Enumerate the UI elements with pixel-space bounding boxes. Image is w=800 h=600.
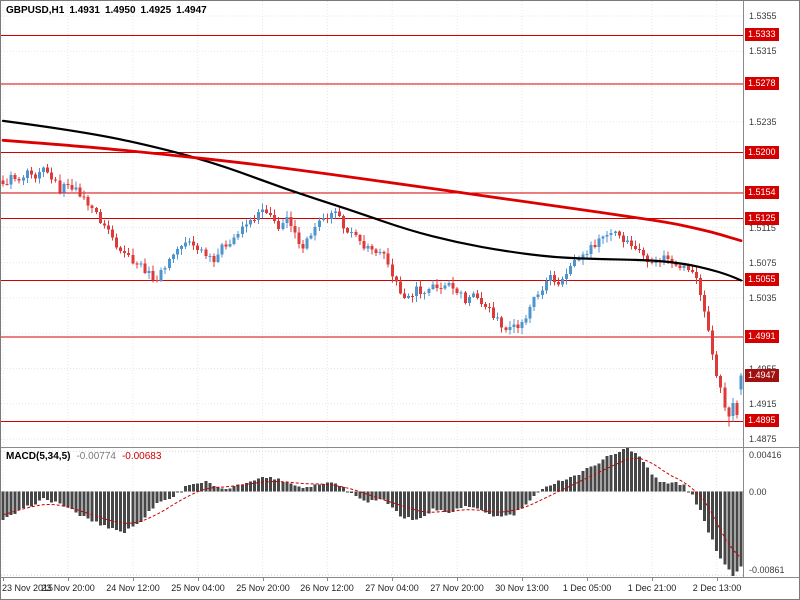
macd-axis: 0.00416 0.00 -0.00861: [744, 448, 799, 577]
axis-separator-vertical: [743, 1, 744, 578]
time-axis[interactable]: 23 Nov 2015 23 Nov 20:00 24 Nov 12:00 25 No…: [1, 578, 799, 599]
time-tick: [263, 578, 264, 581]
time-tick: [327, 578, 328, 581]
time-axis-label: 1 Dec 21:00: [627, 583, 677, 593]
price-chart-pane[interactable]: GBPUSD,H1 1.4931 1.4950 1.4925 1.4947: [1, 1, 743, 447]
price-axis-label: 1.5035: [749, 293, 777, 303]
level-price-tag: 1.5055: [745, 273, 779, 286]
current-price-tag: 1.4947: [745, 369, 779, 382]
level-price-tag: 1.4895: [745, 414, 779, 427]
time-tick: [198, 578, 199, 581]
macd-histogram: [1, 448, 743, 577]
price-axis-label: 1.5355: [749, 11, 777, 21]
time-axis-label: 27 Nov 20:00: [430, 583, 484, 593]
time-axis-label: 1 Dec 05:00: [562, 583, 612, 593]
level-price-tag: 1.5278: [745, 77, 779, 90]
price-axis-label: 1.4915: [749, 399, 777, 409]
time-tick: [68, 578, 69, 581]
ohlc-open: 1.4931: [69, 5, 100, 16]
level-price-tag: 1.5154: [745, 186, 779, 199]
price-axis-label: 1.4875: [749, 434, 777, 444]
macd-header: MACD(5,34,5) -0.00774 -0.00683: [6, 451, 161, 462]
ohlc-high: 1.4950: [104, 5, 136, 16]
time-tick: [3, 578, 4, 581]
candles-layer: [1, 163, 743, 427]
pane-separator-top: [1, 447, 799, 448]
level-price-tag: 1.5125: [745, 212, 779, 225]
time-tick: [457, 578, 458, 581]
time-tick: [133, 578, 134, 581]
ohlc-close: 1.4947: [176, 5, 207, 16]
time-axis-label: 2 Dec 13:00: [692, 583, 742, 593]
pane-separator-bottom: [1, 577, 799, 578]
level-price-tag: 1.5333: [745, 28, 779, 41]
macd-axis-label: -0.00861: [749, 565, 785, 575]
time-axis-label: 27 Nov 04:00: [365, 583, 419, 593]
price-chart-canvas[interactable]: [1, 1, 743, 447]
price-axis-label: 1.5075: [749, 258, 777, 268]
ohlc-low: 1.4925: [140, 5, 172, 16]
symbol-timeframe-label: GBPUSD,H1: [6, 5, 65, 16]
time-axis-label: 23 Nov 2015: [2, 583, 54, 593]
grid-layer: [1, 1, 743, 447]
time-axis-label: 23 Nov 20:00: [41, 583, 95, 593]
time-tick: [522, 578, 523, 581]
symbol-ohlc-header: GBPUSD,H1 1.4931 1.4950 1.4925 1.4947: [6, 5, 212, 16]
macd-axis-label: 0.00: [749, 487, 767, 497]
time-tick: [652, 578, 653, 581]
price-axis[interactable]: 1.48751.49151.49551.50351.50751.51151.52…: [744, 1, 799, 447]
time-axis-label: 26 Nov 12:00: [300, 583, 354, 593]
macd-signal-line: [2, 457, 742, 559]
price-axis-label: 1.5235: [749, 117, 777, 127]
macd-value: -0.00774: [76, 451, 116, 462]
time-axis-label: 24 Nov 12:00: [106, 583, 160, 593]
macd-indicator-pane[interactable]: MACD(5,34,5) -0.00774 -0.00683: [1, 448, 743, 577]
price-axis-label: 1.5315: [749, 46, 777, 56]
levels-layer: [1, 34, 743, 422]
time-tick: [717, 578, 718, 581]
time-axis-label: 30 Nov 13:00: [495, 583, 549, 593]
macd-axis-label: 0.00416: [749, 450, 782, 460]
ma-slow-line: [1, 138, 743, 243]
macd-canvas[interactable]: [1, 448, 743, 577]
macd-signal-value: -0.00683: [121, 451, 162, 462]
ma-fast-line: [1, 119, 743, 282]
time-axis-label: 25 Nov 20:00: [236, 583, 290, 593]
time-tick: [587, 578, 588, 581]
level-price-tag: 1.4991: [745, 330, 779, 343]
price-axis-label: 1.5115: [749, 223, 776, 233]
time-axis-label: 25 Nov 04:00: [171, 583, 225, 593]
macd-label: MACD(5,34,5): [6, 451, 71, 462]
level-price-tag: 1.5200: [745, 146, 779, 159]
time-tick: [392, 578, 393, 581]
